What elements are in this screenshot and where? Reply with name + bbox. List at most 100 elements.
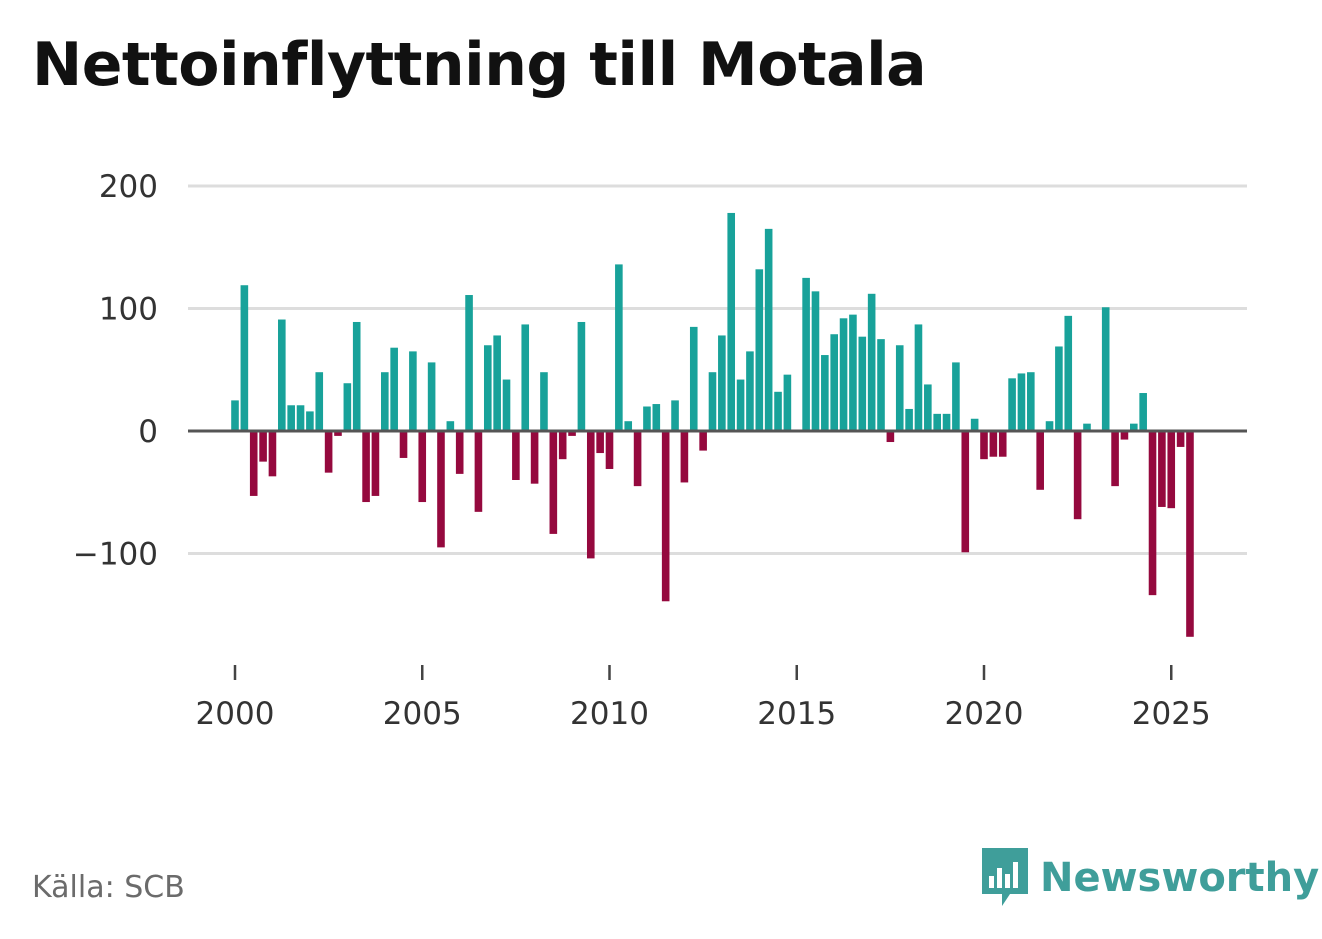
- bar: [933, 413, 941, 431]
- bar: [924, 384, 932, 431]
- bar: [586, 431, 595, 559]
- bar: [483, 345, 492, 431]
- bar: [708, 372, 717, 431]
- bar: [671, 400, 679, 432]
- bar: [830, 334, 838, 432]
- bar: [905, 408, 913, 431]
- bar: [811, 291, 820, 431]
- bar: [615, 264, 623, 431]
- bar: [549, 431, 558, 534]
- bar: [334, 431, 342, 436]
- bar: [296, 405, 305, 431]
- bar: [371, 431, 380, 496]
- bar: [240, 285, 249, 432]
- x-tick-label: 2010: [570, 696, 649, 732]
- y-tick-label: −100: [73, 537, 158, 573]
- bar: [1148, 431, 1157, 596]
- bar: [989, 431, 998, 457]
- bar: [895, 345, 904, 431]
- bar: [558, 431, 567, 460]
- bar: [381, 372, 389, 431]
- bar: [680, 431, 689, 483]
- bar: [764, 228, 773, 431]
- bar: [727, 212, 736, 431]
- y-axis: 200 100 0 −100: [73, 169, 158, 573]
- bar: [867, 293, 876, 431]
- bar: [343, 383, 352, 432]
- bar: [839, 318, 848, 431]
- brand-name: Newsworthy: [1040, 855, 1320, 901]
- bar: [249, 431, 258, 496]
- bar: [718, 335, 726, 431]
- bar: [352, 321, 361, 432]
- bar: [914, 324, 923, 432]
- bar: [268, 431, 277, 477]
- bar: [802, 277, 810, 432]
- bar: [530, 431, 539, 484]
- bar: [390, 347, 398, 431]
- bar: [1055, 346, 1063, 432]
- bar: [1027, 372, 1035, 431]
- bar: [512, 431, 520, 480]
- bar: [1120, 431, 1129, 440]
- bar: [306, 411, 314, 431]
- chart-title: Nettoinflyttning till Motala: [32, 30, 927, 100]
- bar: [858, 336, 867, 432]
- bar: [633, 431, 642, 487]
- bar: [521, 324, 530, 432]
- bar: [455, 431, 464, 474]
- bar: [596, 431, 604, 454]
- bar: [1139, 393, 1147, 431]
- bar: [1186, 431, 1194, 637]
- bar: [1073, 431, 1082, 520]
- bar: [568, 431, 576, 436]
- bar: [278, 319, 286, 431]
- x-axis: 2000 2005 2010 2015 2020 2025: [196, 665, 1211, 732]
- bar: [774, 391, 782, 431]
- bar: [783, 374, 792, 431]
- bar: [1101, 307, 1110, 431]
- bar: [980, 431, 988, 460]
- bar: [755, 269, 764, 431]
- bar: [605, 431, 614, 469]
- bar: [849, 314, 857, 432]
- bar: [624, 421, 633, 431]
- bar: [1045, 421, 1054, 431]
- bar: [998, 431, 1007, 457]
- bar: [1176, 431, 1185, 447]
- bar: [1158, 431, 1166, 507]
- y-gridlines: [188, 184, 1247, 555]
- bar: [952, 362, 960, 431]
- bar: [493, 335, 501, 431]
- bar: [437, 431, 445, 548]
- bar: [446, 421, 455, 431]
- x-tick-label: 2025: [1132, 696, 1211, 732]
- bar: [399, 431, 408, 458]
- bar: [699, 431, 707, 451]
- bar: [736, 379, 745, 431]
- bar: [970, 418, 979, 431]
- bar: [259, 431, 267, 462]
- source-label: Källa: SCB: [32, 870, 185, 905]
- bar: [465, 295, 473, 431]
- y-tick-label: 100: [99, 292, 158, 328]
- bar: [231, 400, 239, 432]
- bar: [886, 431, 895, 443]
- bar: [1017, 373, 1026, 432]
- x-tick-label: 2005: [383, 696, 462, 732]
- bar: [1036, 431, 1044, 490]
- bar: [1083, 423, 1091, 431]
- bar: [821, 355, 829, 431]
- bar: [1111, 431, 1119, 487]
- bar: [540, 372, 548, 431]
- bar: [409, 351, 417, 432]
- bar: [1064, 315, 1073, 431]
- bar: [287, 405, 295, 431]
- newsworthy-logo-icon: [982, 848, 1028, 906]
- y-tick-label: 200: [99, 169, 158, 205]
- bar: [1130, 423, 1138, 431]
- bar: [942, 413, 951, 431]
- bar: [474, 431, 483, 512]
- brand-logo[interactable]: Newsworthy: [980, 848, 1319, 908]
